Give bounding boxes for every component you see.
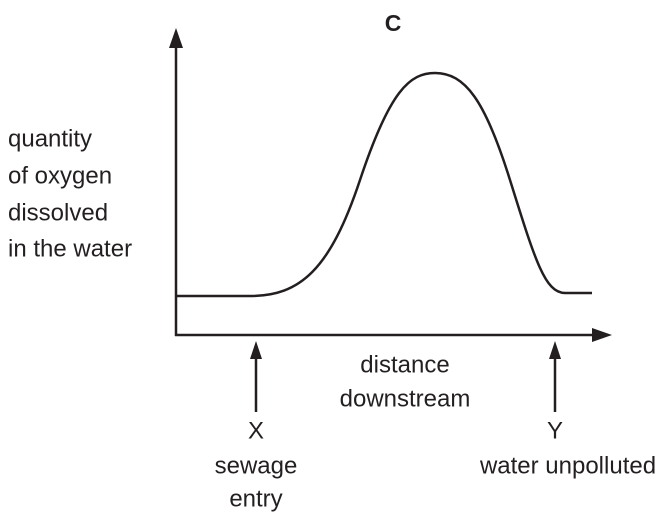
marker-letter: Y — [547, 417, 563, 444]
x-axis-arrow — [592, 328, 612, 342]
marker-label: sewage — [215, 452, 298, 479]
marker-arrow-head — [250, 341, 262, 359]
oxygen-curve — [176, 71, 592, 298]
y-axis-label: in the water — [8, 235, 132, 262]
y-axis-label: dissolved — [8, 199, 108, 226]
y-axis-label: of oxygen — [8, 162, 112, 189]
marker-label: water unpolluted — [479, 452, 656, 479]
marker-arrow-head — [549, 341, 561, 359]
y-axis-arrow — [169, 28, 183, 48]
y-axis-label: quantity — [8, 125, 92, 152]
marker-letter: X — [248, 417, 264, 444]
x-axis-label: distance — [360, 351, 449, 378]
marker-label: entry — [229, 485, 282, 512]
title: C — [385, 10, 402, 36]
x-axis-label: downstream — [340, 385, 471, 412]
